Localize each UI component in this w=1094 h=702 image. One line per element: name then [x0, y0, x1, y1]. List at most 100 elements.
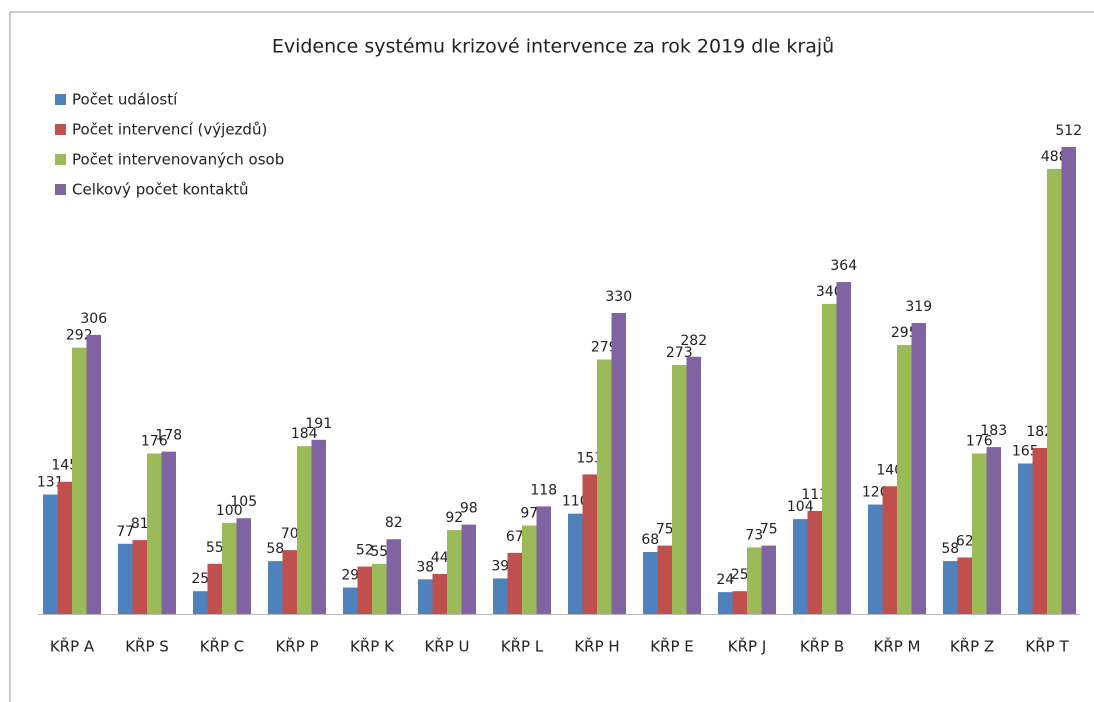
bar — [132, 540, 147, 614]
value-label: 178 — [155, 428, 182, 444]
x-tick-label: KŘP H — [574, 637, 619, 656]
legend-swatch — [55, 184, 66, 195]
bar — [1032, 447, 1047, 614]
x-tick-label: KŘP L — [501, 637, 544, 656]
value-label: 38 — [416, 559, 434, 575]
bar — [761, 545, 776, 614]
bar — [343, 587, 358, 614]
bar — [236, 518, 251, 614]
bar — [836, 281, 851, 614]
bar — [732, 591, 747, 614]
value-label: 340 — [816, 284, 843, 300]
legend-label: Celkový počet kontaktů — [72, 181, 249, 199]
bar — [686, 356, 701, 614]
value-label: 279 — [591, 340, 618, 356]
value-label: 512 — [1055, 123, 1082, 139]
value-label: 113 — [801, 487, 828, 503]
value-label: 306 — [80, 311, 107, 327]
value-label: 153 — [576, 450, 603, 466]
bar — [447, 530, 462, 614]
value-label: 44 — [431, 550, 449, 566]
bar — [822, 303, 837, 614]
value-label: 62 — [956, 533, 974, 549]
value-label: 131 — [37, 475, 64, 491]
value-label: 55 — [206, 540, 224, 556]
bar — [161, 451, 176, 614]
bar — [207, 563, 222, 614]
frame — [9, 11, 1094, 702]
bar — [1061, 147, 1076, 614]
bar — [297, 446, 312, 614]
legend-swatch — [55, 154, 66, 165]
value-label: 165 — [1012, 444, 1039, 460]
bar — [1047, 168, 1062, 614]
value-label: 176 — [966, 433, 993, 449]
bar — [418, 579, 433, 614]
bar — [222, 522, 237, 614]
value-label: 25 — [191, 571, 209, 587]
bar — [718, 592, 733, 614]
value-label: 25 — [731, 567, 749, 583]
value-label: 282 — [680, 333, 707, 349]
bar — [522, 525, 537, 614]
x-tick-label: KŘP M — [873, 637, 920, 656]
bar — [493, 578, 508, 614]
x-tick-label: KŘP E — [650, 637, 694, 656]
x-tick-label: KŘP P — [275, 637, 318, 656]
bar — [57, 481, 72, 614]
bar — [386, 539, 401, 614]
bar — [72, 347, 87, 614]
value-label: 68 — [641, 532, 659, 548]
bar — [807, 510, 822, 614]
value-label: 182 — [1026, 424, 1053, 440]
bar — [147, 453, 162, 614]
legend-swatch — [55, 94, 66, 105]
value-label: 100 — [216, 503, 243, 519]
value-label: 77 — [116, 524, 134, 540]
bar — [461, 524, 476, 614]
value-label: 104 — [787, 499, 814, 515]
bar — [597, 359, 612, 614]
x-tick-label: KŘP A — [50, 637, 95, 656]
bar — [1018, 463, 1033, 614]
bar — [611, 313, 626, 614]
value-label: 52 — [356, 543, 374, 559]
value-label: 55 — [370, 544, 388, 560]
value-label: 118 — [530, 482, 557, 498]
value-label: 183 — [980, 423, 1007, 439]
bar — [43, 494, 58, 614]
bar — [372, 563, 387, 614]
value-label: 145 — [51, 458, 78, 474]
bar — [972, 453, 987, 614]
value-label: 364 — [830, 258, 857, 274]
value-label: 70 — [281, 526, 299, 542]
value-label: 330 — [605, 289, 632, 305]
bar — [643, 551, 658, 614]
bar — [268, 561, 283, 614]
value-label: 98 — [460, 501, 478, 517]
value-label: 295 — [891, 325, 918, 341]
bar — [118, 543, 133, 614]
bar — [957, 557, 972, 614]
value-label: 92 — [445, 510, 463, 526]
value-label: 58 — [941, 541, 959, 557]
value-label: 24 — [716, 572, 734, 588]
legend-swatch — [55, 124, 66, 135]
x-tick-label: KŘP T — [1025, 637, 1069, 656]
bar — [282, 550, 297, 614]
bar — [432, 573, 447, 614]
value-label: 191 — [305, 416, 332, 432]
legend-label: Počet událostí — [72, 91, 178, 109]
bar — [568, 513, 583, 614]
bar — [882, 486, 897, 614]
x-tick-label: KŘP B — [800, 637, 844, 656]
value-label: 81 — [131, 516, 149, 532]
value-label: 184 — [291, 426, 318, 442]
value-label: 292 — [66, 328, 93, 344]
bar — [747, 547, 762, 614]
x-tick-label: KŘP C — [200, 637, 245, 656]
bar — [943, 561, 958, 614]
value-label: 488 — [1041, 149, 1068, 165]
value-label: 39 — [491, 558, 509, 574]
